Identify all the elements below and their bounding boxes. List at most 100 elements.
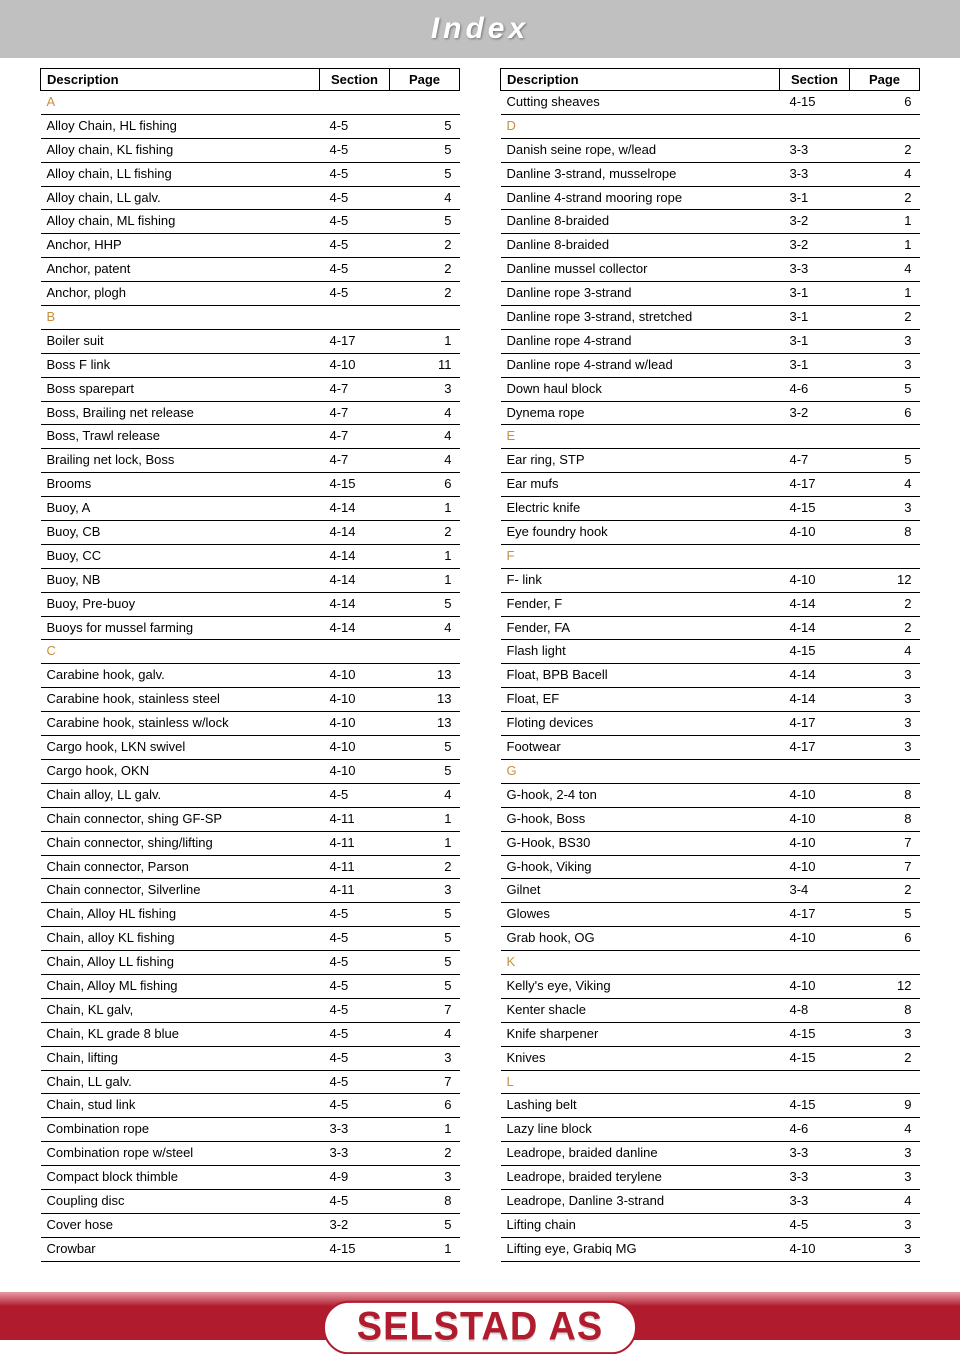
table-row: F — [501, 544, 920, 568]
cell-description: Dynema rope — [501, 401, 780, 425]
cell-page: 5 — [390, 138, 460, 162]
cell-page: 5 — [390, 927, 460, 951]
table-row: Leadrope, Danline 3-strand3-34 — [501, 1189, 920, 1213]
cell-section: 4-10 — [320, 688, 390, 712]
cell-page: 3 — [850, 497, 920, 521]
cell-section: 3-1 — [780, 353, 850, 377]
cell-page: 6 — [390, 1094, 460, 1118]
cell-page: 3 — [850, 664, 920, 688]
cell-section: 4-6 — [780, 1118, 850, 1142]
table-row: Flash light4-154 — [501, 640, 920, 664]
cell-description: Danline mussel collector — [501, 258, 780, 282]
cell-section: 4-10 — [780, 807, 850, 831]
cell-page: 3 — [390, 879, 460, 903]
cell-section: 4-5 — [320, 210, 390, 234]
table-row: Cargo hook, OKN4-105 — [41, 759, 460, 783]
cell-page: 1 — [390, 497, 460, 521]
cell-description: G-hook, Viking — [501, 855, 780, 879]
cell-section: 4-14 — [780, 616, 850, 640]
cell-section: 4-10 — [780, 927, 850, 951]
cell-description: Electric knife — [501, 497, 780, 521]
cell-page: 1 — [390, 831, 460, 855]
table-row: A — [41, 91, 460, 115]
cell-description: Fender, F — [501, 592, 780, 616]
cell-section: 3-3 — [780, 1166, 850, 1190]
cell-section: 4-14 — [320, 568, 390, 592]
table-row: E — [501, 425, 920, 449]
company-logo: SELSTAD AS — [323, 1300, 637, 1354]
cell-section: 4-10 — [780, 521, 850, 545]
cell-page: 1 — [390, 1118, 460, 1142]
cell-section: 4-5 — [320, 927, 390, 951]
cell-section: 3-3 — [780, 1142, 850, 1166]
cell-section: 4-5 — [320, 951, 390, 975]
table-row: Kenter shacle4-88 — [501, 998, 920, 1022]
cell-page: 2 — [390, 855, 460, 879]
cell-page: 5 — [390, 114, 460, 138]
table-row: Chain, Alloy LL fishing4-55 — [41, 951, 460, 975]
cell-section: 4-15 — [780, 91, 850, 115]
cell-section: 4-15 — [320, 1237, 390, 1261]
cell-page: 1 — [390, 568, 460, 592]
table-row: Alloy chain, ML fishing4-55 — [41, 210, 460, 234]
section-letter: E — [501, 425, 920, 449]
cell-page: 4 — [390, 425, 460, 449]
cell-section: 4-15 — [780, 640, 850, 664]
cell-description: Footwear — [501, 736, 780, 760]
cell-page: 4 — [390, 186, 460, 210]
cell-page: 2 — [850, 306, 920, 330]
cell-section: 4-5 — [320, 783, 390, 807]
cell-section: 3-2 — [780, 234, 850, 258]
cell-section: 4-15 — [780, 1094, 850, 1118]
table-row: Coupling disc4-58 — [41, 1189, 460, 1213]
cell-description: Eye foundry hook — [501, 521, 780, 545]
table-row: Combination rope w/steel3-32 — [41, 1142, 460, 1166]
cell-description: Chain connector, Silverline — [41, 879, 320, 903]
cell-section: 4-5 — [320, 1094, 390, 1118]
cell-page: 13 — [390, 712, 460, 736]
table-row: Dynema rope3-26 — [501, 401, 920, 425]
cell-description: Chain connector, shing/lifting — [41, 831, 320, 855]
logo-wrap: SELSTAD AS — [0, 1302, 960, 1353]
table-row: Chain, lifting4-53 — [41, 1046, 460, 1070]
cell-section: 4-5 — [320, 258, 390, 282]
section-letter: G — [501, 759, 920, 783]
table-row: Chain, Alloy ML fishing4-55 — [41, 974, 460, 998]
cell-page: 2 — [390, 258, 460, 282]
cell-description: Compact block thimble — [41, 1166, 320, 1190]
cell-page: 13 — [390, 664, 460, 688]
cell-section: 4-14 — [320, 592, 390, 616]
page-title: Index — [431, 12, 529, 46]
cell-description: Coupling disc — [41, 1189, 320, 1213]
table-row: K — [501, 951, 920, 975]
cell-section: 4-5 — [320, 1022, 390, 1046]
cell-page: 1 — [390, 544, 460, 568]
cell-section: 3-3 — [780, 138, 850, 162]
cell-description: Anchor, plogh — [41, 282, 320, 306]
table-row: F- link4-1012 — [501, 568, 920, 592]
cell-description: Chain, Alloy ML fishing — [41, 974, 320, 998]
cell-description: Chain connector, shing GF-SP — [41, 807, 320, 831]
index-content: Description Section Page AAlloy Chain, H… — [0, 58, 960, 1282]
cell-page: 7 — [390, 998, 460, 1022]
cell-page: 3 — [850, 329, 920, 353]
table-row: Anchor, patent4-52 — [41, 258, 460, 282]
cell-section: 3-4 — [780, 879, 850, 903]
cell-page: 1 — [390, 1237, 460, 1261]
cell-page: 5 — [390, 162, 460, 186]
cell-section: 3-3 — [320, 1142, 390, 1166]
cell-section: 4-5 — [320, 998, 390, 1022]
cell-description: Danish seine rope, w/lead — [501, 138, 780, 162]
table-row: Float, BPB Bacell4-143 — [501, 664, 920, 688]
cell-description: Carabine hook, galv. — [41, 664, 320, 688]
cell-section: 4-5 — [320, 1070, 390, 1094]
cell-section: 3-3 — [780, 1189, 850, 1213]
cell-page: 3 — [850, 1022, 920, 1046]
cell-description: Chain, Alloy LL fishing — [41, 951, 320, 975]
cell-description: Boss F link — [41, 353, 320, 377]
cell-page: 4 — [390, 401, 460, 425]
cell-page: 11 — [390, 353, 460, 377]
table-row: Down haul block4-65 — [501, 377, 920, 401]
cell-section: 4-10 — [320, 736, 390, 760]
cell-page: 7 — [850, 831, 920, 855]
